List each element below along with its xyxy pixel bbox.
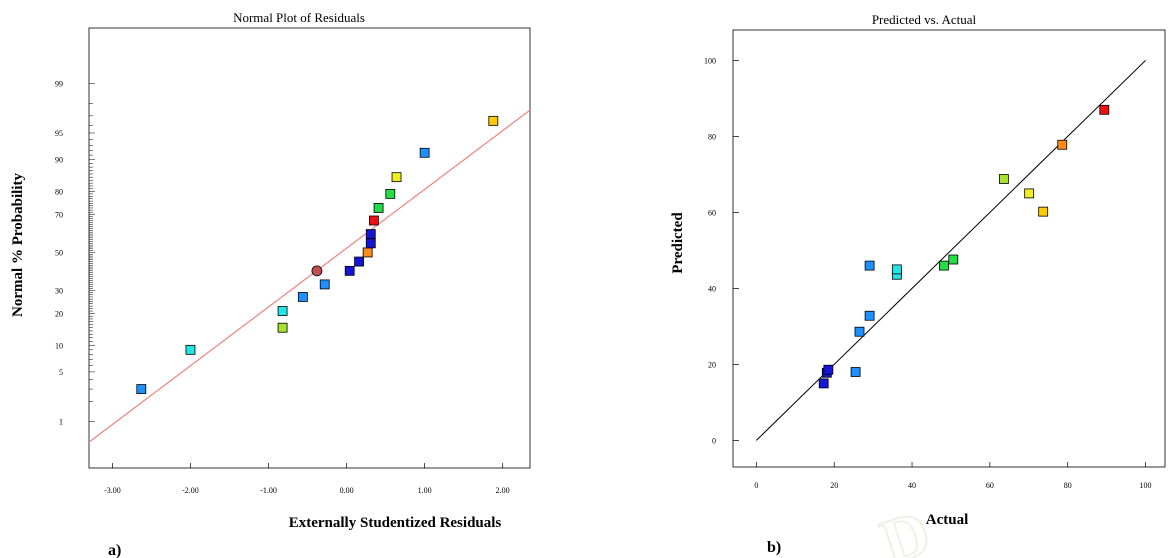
normal-plot-point — [319, 279, 330, 290]
normal-plot-point — [297, 292, 308, 302]
predicted-vs-actual-y-tick-label: 100 — [704, 56, 716, 65]
normal-plot-point — [419, 147, 430, 158]
normal-plot-point — [385, 188, 396, 199]
normal-plot-panel: Normal Plot of Residuals Externally Stud… — [10, 10, 531, 558]
predicted-vs-actual-y-tick-label: 40 — [708, 284, 716, 293]
normal-plot-y-axis-label: Normal % Probability — [10, 173, 26, 317]
normal-plot-y-tick-label: 90 — [55, 155, 63, 164]
normal-plot-title: Normal Plot of Residuals — [233, 10, 365, 25]
predicted-vs-actual-x-tick-label: 20 — [830, 481, 838, 490]
predicted-vs-actual-panel: Predicted vs. Actual Actual Predicted b)… — [670, 12, 1166, 556]
predicted-vs-actual-x-tick-label: 60 — [986, 481, 994, 490]
normal-plot-x-tick-label: -1.00 — [260, 486, 277, 495]
panel-b-label: b) — [767, 539, 781, 556]
panel-a-label: a) — [108, 542, 121, 558]
normal-plot-point — [277, 306, 288, 316]
predicted-vs-actual-point — [948, 254, 959, 265]
normal-plot-frame — [88, 27, 531, 469]
predicted-vs-actual-x-tick-label: 40 — [908, 481, 916, 490]
normal-plot-y-tick-label: 95 — [55, 129, 63, 138]
predicted-vs-actual-x-tick-label: 100 — [1140, 481, 1152, 490]
normal-plot-point — [136, 384, 147, 394]
normal-plot-point — [362, 247, 373, 258]
predicted-vs-actual-x-axis-label: Actual — [926, 512, 969, 528]
normal-plot-x-axis-label: Externally Studentized Residuals — [289, 515, 502, 531]
predicted-vs-actual-point — [864, 310, 875, 321]
predicted-vs-actual-title: Predicted vs. Actual — [872, 12, 977, 27]
normal-plot-point — [277, 322, 288, 333]
normal-plot-point — [365, 229, 376, 239]
normal-plot-x-tick-label: -3.00 — [104, 486, 121, 495]
normal-plot-y-tick-label: 10 — [55, 342, 63, 351]
normal-plot-y-tick-label: 30 — [55, 287, 63, 296]
normal-plot-x-tick-label: 0.00 — [340, 486, 354, 495]
predicted-vs-actual-y-axis-label: Predicted — [670, 212, 686, 274]
normal-plot-point — [488, 115, 499, 126]
normal-plot-y-tick-label: 1 — [59, 417, 63, 426]
normal-plot-y-tick-label: 50 — [55, 248, 63, 257]
predicted-vs-actual-point — [891, 264, 902, 275]
predicted-vs-actual-point — [998, 174, 1009, 184]
predicted-vs-actual-y-tick-label: 0 — [712, 436, 716, 445]
predicted-vs-actual-point — [939, 260, 949, 271]
predicted-vs-actual-point — [1038, 206, 1049, 217]
normal-plot-y-tick-label: 70 — [55, 210, 63, 219]
normal-plot-x-tick-label: 1.00 — [418, 486, 432, 495]
normal-plot-point-circle — [311, 265, 323, 277]
normal-plot-x-tick-label: -2.00 — [182, 486, 199, 495]
predicted-vs-actual-point — [818, 378, 829, 389]
normal-plot-point — [365, 238, 376, 249]
predicted-vs-actual-point — [823, 364, 834, 375]
predicted-vs-actual-point — [1024, 188, 1035, 199]
predicted-vs-actual-y-tick-label: 20 — [708, 360, 716, 369]
normal-plot-point — [373, 203, 384, 213]
predicted-vs-actual-reference-line — [756, 60, 1146, 441]
normal-plot-fit-line — [88, 109, 531, 443]
predicted-vs-actual-y-tick-label: 80 — [708, 132, 716, 141]
normal-plot-point — [368, 215, 379, 226]
normal-plot-y-tick-label: 80 — [55, 187, 63, 196]
normal-plot-x-tick-label: 2.00 — [496, 486, 510, 495]
predicted-vs-actual-frame — [732, 29, 1166, 468]
predicted-vs-actual-point — [850, 367, 861, 377]
normal-plot-y-tick-label: 99 — [55, 79, 63, 88]
normal-plot-point — [354, 256, 364, 267]
predicted-vs-actual-point — [1057, 139, 1068, 150]
predicted-vs-actual-x-tick-label: 0 — [754, 481, 758, 490]
predicted-vs-actual-point — [864, 260, 875, 271]
predicted-vs-actual-point — [1099, 104, 1110, 115]
normal-plot-point — [344, 265, 355, 276]
normal-plot-y-tick-label: 20 — [55, 310, 63, 319]
predicted-vs-actual-point — [854, 326, 865, 337]
predicted-vs-actual-x-tick-label: 80 — [1064, 481, 1072, 490]
normal-plot-point — [185, 344, 196, 355]
normal-plot-y-tick-label: 5 — [59, 368, 63, 377]
predicted-vs-actual-y-tick-label: 60 — [708, 208, 716, 217]
normal-plot-point — [391, 172, 402, 183]
